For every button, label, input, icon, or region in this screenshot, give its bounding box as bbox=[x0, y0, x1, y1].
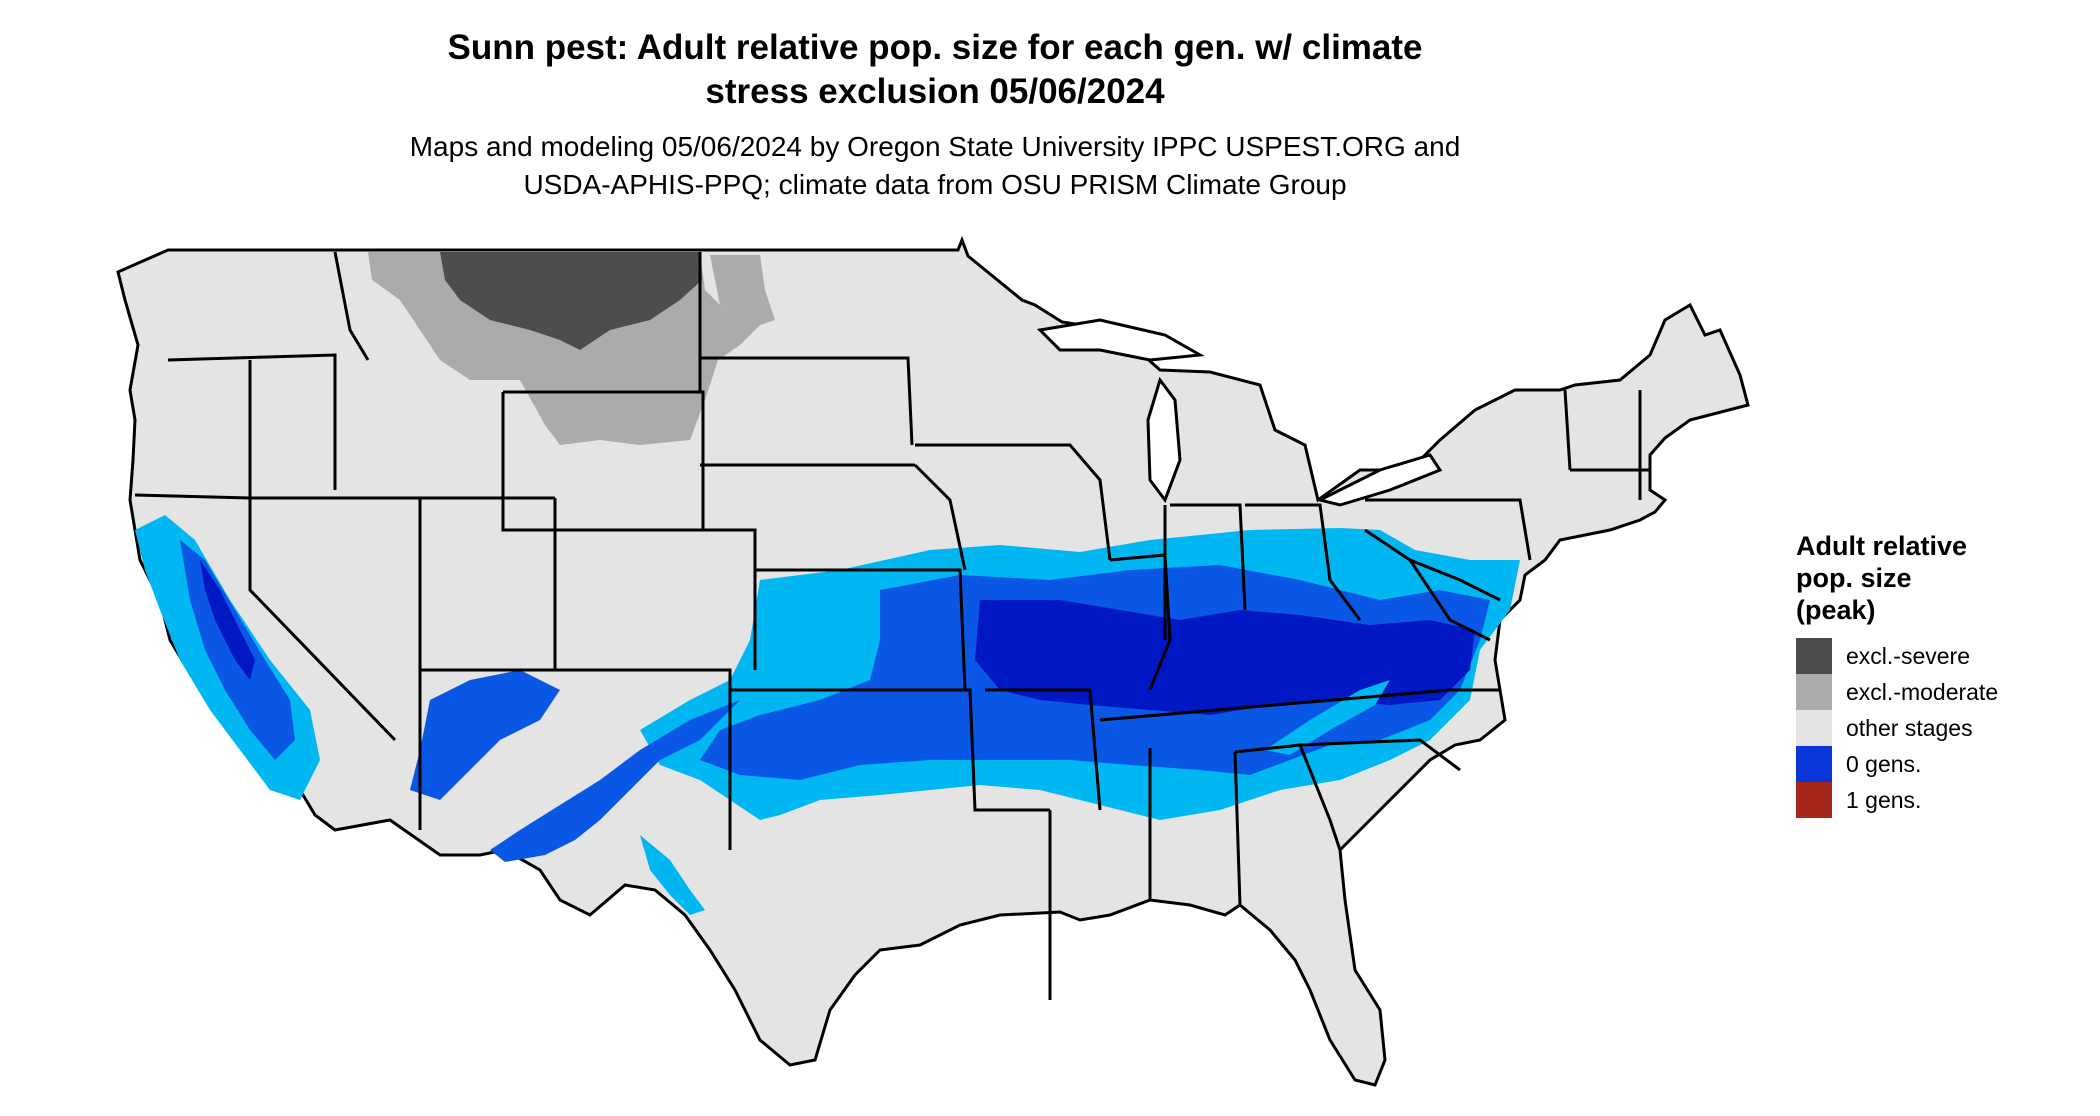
legend-label: excl.-severe bbox=[1846, 642, 1970, 669]
legend: Adult relative pop. size (peak) excl.-se… bbox=[1796, 530, 2086, 818]
subtitle-line-1: Maps and modeling 05/06/2024 by Oregon S… bbox=[409, 131, 1461, 162]
legend-item-excl-severe: excl.-severe bbox=[1796, 638, 2086, 674]
state-borders bbox=[134, 251, 1650, 1000]
map-subtitle: Maps and modeling 05/06/2024 by Oregon S… bbox=[330, 128, 1540, 204]
lake-michigan bbox=[1146, 376, 1182, 504]
legend-item-0-gens: 0 gens. bbox=[1796, 746, 2086, 782]
legend-swatch bbox=[1796, 710, 1832, 746]
southwest-blue-fringe bbox=[490, 700, 740, 862]
legend-item-other-stages: other stages bbox=[1796, 710, 2086, 746]
legend-label: 1 gens. bbox=[1846, 786, 1922, 813]
legend-label: 0 gens. bbox=[1846, 750, 1922, 777]
legend-item-1-gens: 1 gens. bbox=[1796, 782, 2086, 818]
excl-severe-region bbox=[440, 252, 702, 350]
title-line-2: stress exclusion 05/06/2024 bbox=[705, 72, 1165, 111]
legend-swatch bbox=[1796, 782, 1832, 818]
texas-border-fringe bbox=[640, 835, 705, 915]
excl-moderate-region-2 bbox=[710, 255, 775, 330]
lake-erie bbox=[1315, 453, 1443, 507]
california-blue-core bbox=[200, 560, 255, 680]
map-title: Sunn pest: Adult relative pop. size for … bbox=[360, 26, 1510, 114]
lake-superior bbox=[1036, 318, 1205, 362]
legend-title-line-2: pop. size bbox=[1796, 563, 1912, 593]
legend-swatch bbox=[1796, 638, 1832, 674]
legend-title-line-1: Adult relative bbox=[1796, 531, 1968, 561]
legend-swatch bbox=[1796, 674, 1832, 710]
arizona-blue-fringe bbox=[410, 670, 560, 800]
legend-swatch bbox=[1796, 746, 1832, 782]
legend-title: Adult relative pop. size (peak) bbox=[1796, 530, 2086, 626]
legend-label: other stages bbox=[1846, 714, 1973, 741]
dark-blue-core bbox=[975, 600, 1475, 715]
legend-title-line-3: (peak) bbox=[1796, 595, 1876, 625]
subtitle-line-2: USDA-APHIS-PPQ; climate data from OSU PR… bbox=[523, 169, 1347, 200]
title-line-1: Sunn pest: Adult relative pop. size for … bbox=[447, 28, 1423, 67]
legend-item-excl-moderate: excl.-moderate bbox=[1796, 674, 2086, 710]
legend-label: excl.-moderate bbox=[1846, 678, 1999, 705]
